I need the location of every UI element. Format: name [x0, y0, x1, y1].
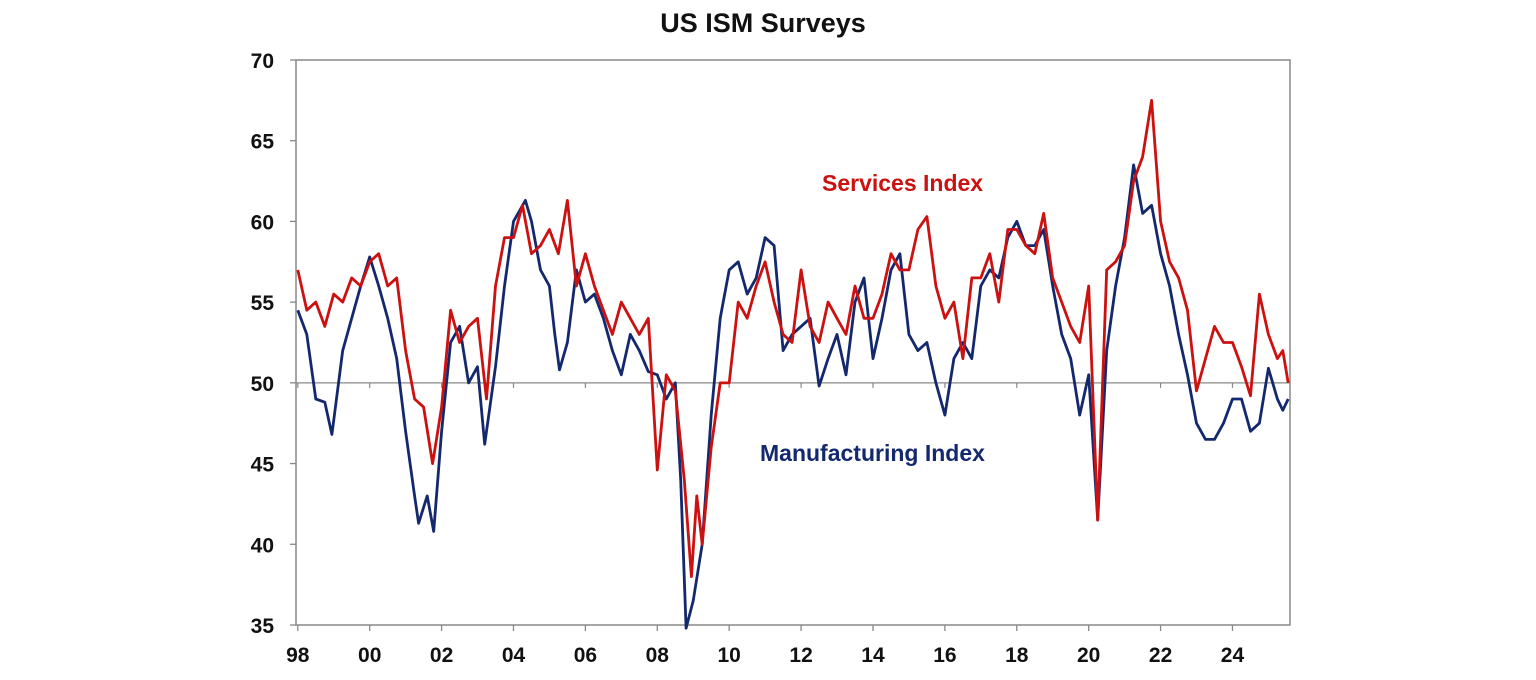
plot-area — [295, 59, 1291, 626]
x-tick-label: 04 — [502, 644, 526, 667]
y-tick-label: 50 — [251, 373, 274, 396]
y-tick-label: 40 — [251, 534, 274, 557]
x-tick-label: 22 — [1149, 644, 1172, 667]
services-index-label: Services Index — [822, 170, 983, 196]
y-tick-label: 55 — [251, 292, 275, 315]
x-tick-label: 24 — [1221, 644, 1245, 667]
manufacturing-index-line — [296, 163, 1290, 630]
x-tick-label: 00 — [358, 644, 381, 667]
y-tick-label: 35 — [251, 615, 275, 638]
x-tick-label: 18 — [1005, 644, 1029, 667]
chart-title: US ISM Surveys — [660, 8, 866, 38]
x-tick-label: 16 — [933, 644, 956, 667]
y-axis: 35 40 45 50 55 60 65 70 — [251, 50, 296, 638]
x-tick-label: 10 — [718, 644, 741, 667]
x-tick-label: 98 — [286, 644, 310, 667]
x-tick-label: 20 — [1077, 644, 1100, 667]
x-tick-label: 02 — [430, 644, 453, 667]
x-tick-label: 08 — [646, 644, 670, 667]
x-tick-label: 06 — [574, 644, 597, 667]
y-tick-label: 65 — [251, 131, 275, 154]
series-lines — [296, 99, 1290, 630]
manufacturing-index-label: Manufacturing Index — [760, 440, 985, 466]
y-tick-label: 70 — [251, 50, 274, 73]
x-axis: 98 00 02 04 06 08 10 12 14 16 18 20 22 24 — [286, 382, 1245, 667]
x-tick-label: 14 — [861, 644, 885, 667]
y-tick-label: 60 — [251, 211, 274, 234]
services-index-line — [296, 99, 1290, 578]
x-tick-label: 12 — [789, 644, 812, 667]
y-tick-label: 45 — [251, 454, 275, 477]
